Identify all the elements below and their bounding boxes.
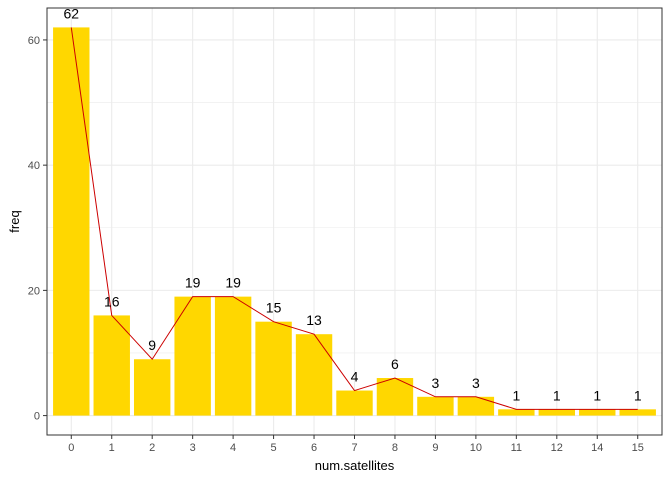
x-tick-label: 15	[632, 442, 644, 454]
x-tick-label: 11	[511, 442, 522, 454]
x-tick-label: 10	[470, 442, 482, 454]
data-label: 16	[104, 293, 120, 309]
y-tick-label: 40	[28, 160, 40, 172]
bar	[457, 396, 495, 416]
series-line	[70, 27, 638, 410]
x-tick-label: 1	[109, 442, 115, 454]
bar	[93, 315, 130, 416]
bar	[336, 390, 373, 416]
data-labels: 62 16 9 19 19 15 13 4 6 3 3 1 1 1 1	[63, 5, 641, 403]
data-label: 3	[472, 375, 480, 391]
bar	[619, 409, 656, 416]
x-tick-label: 3	[190, 442, 196, 454]
bar	[295, 334, 333, 416]
y-tick-label: 20	[28, 285, 40, 297]
bar	[376, 378, 414, 416]
data-label: 1	[634, 387, 642, 403]
x-tick-label: 0	[68, 442, 74, 454]
x-tick-label: 14	[591, 442, 603, 454]
data-label: 1	[553, 387, 561, 403]
y-tick-label: 60	[28, 35, 40, 47]
bar	[538, 409, 576, 416]
bar-series	[53, 27, 656, 416]
bar	[579, 409, 616, 416]
data-label: 19	[185, 275, 201, 291]
x-axis-ticks: 0 1 2 3 4 5 6 7 8 9 10 11 12 14 15	[68, 435, 644, 454]
x-tick-label: 6	[311, 442, 317, 454]
data-label: 15	[266, 300, 282, 316]
data-label: 9	[148, 337, 156, 353]
x-axis-title: num.satellites	[315, 458, 395, 473]
bar	[133, 359, 171, 416]
x-tick-label: 7	[351, 442, 357, 454]
data-label: 1	[593, 387, 601, 403]
x-tick-label: 12	[551, 442, 563, 454]
data-label: 13	[306, 312, 322, 328]
x-tick-label: 2	[149, 442, 155, 454]
bar	[417, 396, 454, 416]
bar	[255, 321, 292, 416]
bar	[53, 27, 90, 416]
x-tick-label: 5	[271, 442, 277, 454]
data-label: 19	[225, 275, 241, 291]
overlay-line	[70, 27, 638, 410]
data-label: 6	[391, 356, 399, 372]
y-axis-title: freq	[7, 210, 22, 232]
y-axis-ticks: 0 20 40 60	[28, 35, 47, 423]
bar	[174, 296, 211, 416]
data-label: 1	[512, 387, 520, 403]
y-tick-label: 0	[34, 411, 40, 423]
data-label: 3	[432, 375, 440, 391]
x-tick-label: 4	[230, 442, 236, 454]
bar	[214, 296, 252, 416]
data-label: 62	[63, 5, 79, 21]
x-tick-label: 8	[392, 442, 398, 454]
bar	[498, 409, 535, 416]
x-tick-label: 9	[432, 442, 438, 454]
data-label: 4	[351, 369, 359, 385]
